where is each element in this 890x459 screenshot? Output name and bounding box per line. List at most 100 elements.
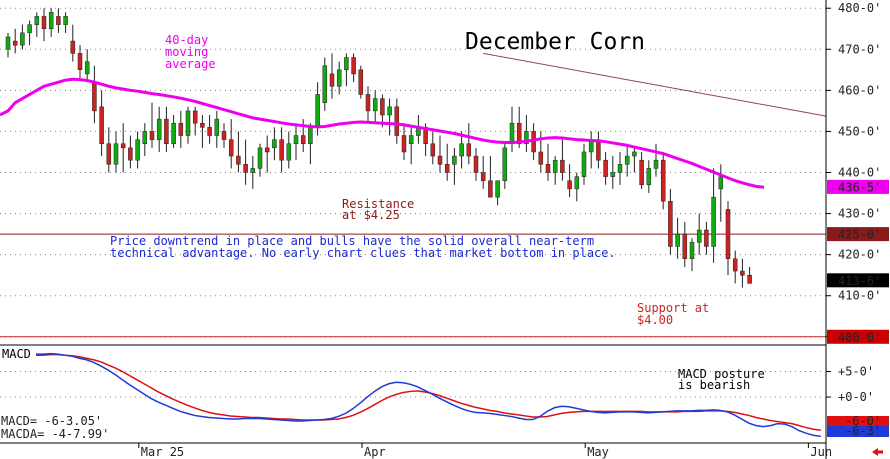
price-markers: 436-5' 425-0' 413-6' 400-0' — [827, 179, 889, 344]
candle-body — [740, 270, 745, 276]
candle-body — [696, 229, 702, 243]
candle-body — [228, 139, 234, 157]
x-tick-label: Mar 25 — [141, 445, 184, 459]
candle-body — [70, 40, 76, 54]
macd-series — [36, 352, 821, 438]
resistance-label-line: Resistance — [342, 197, 414, 211]
candle-body — [387, 106, 392, 116]
candle-body — [329, 73, 335, 87]
candle-body — [315, 94, 320, 128]
candle-body — [164, 118, 169, 144]
candle-body — [344, 57, 349, 71]
candle-body — [516, 122, 522, 145]
macd-end-marker-label: -6-0' — [845, 414, 881, 428]
x-tick-label: Jun — [810, 445, 832, 459]
candle-body — [653, 159, 659, 169]
price-tick-label: 430-0' — [838, 207, 881, 221]
price-marker-box — [827, 179, 889, 194]
candle-body — [372, 98, 378, 112]
moving-average-series — [0, 77, 765, 189]
candle-body — [444, 164, 450, 173]
price-tick-label: 410-0' — [838, 289, 881, 303]
candle-body — [77, 53, 83, 71]
price-marker-box — [827, 329, 889, 344]
macd-tick-label: +5-0' — [838, 365, 874, 379]
candle-body — [380, 98, 385, 116]
candle-body — [128, 147, 133, 161]
downtrend-line — [483, 52, 827, 117]
candle-body — [394, 106, 400, 136]
candle-body — [466, 143, 472, 157]
candle-body — [732, 258, 738, 272]
candle-body — [725, 209, 731, 259]
macd-tick-label: +0-0' — [838, 390, 874, 404]
reference-lines — [0, 52, 827, 338]
candle-body — [250, 168, 256, 173]
price-tick-label: 470-0' — [838, 42, 881, 56]
support-label-line: Support at — [637, 301, 709, 315]
candle-body — [545, 164, 551, 173]
macd-panel-title: MACD — [2, 347, 31, 361]
candle-body — [12, 40, 18, 46]
candle-body — [596, 139, 601, 161]
price-marker-label: 436-5' — [838, 180, 881, 194]
support-label: Support at$4.00 — [637, 301, 709, 327]
candle-body — [336, 69, 342, 87]
candle-body — [574, 176, 580, 190]
candle-body — [293, 135, 299, 145]
candle-body — [300, 135, 306, 145]
candle-body — [524, 131, 529, 145]
candle-body — [5, 36, 11, 50]
candle-body — [624, 155, 630, 165]
candle-body — [214, 118, 220, 136]
candle-body — [495, 180, 500, 198]
candlestick-series — [5, 8, 752, 288]
macd-end-marker-label: -6-3' — [845, 424, 881, 438]
candle-body — [149, 131, 155, 140]
price-marker-label: 425-0' — [838, 228, 881, 242]
scroll-arrow-icon[interactable] — [872, 448, 883, 456]
candle-body — [308, 127, 313, 144]
macd-annotation-line: MACD posture — [678, 367, 765, 381]
candle-body — [459, 143, 464, 157]
candle-body — [560, 159, 565, 173]
candle-body — [408, 135, 414, 145]
candle-body — [286, 143, 292, 161]
price-tick-label: 460-0' — [838, 83, 881, 97]
macd-readouts: MACD= -6-3.05'MACDA= -4-7.99' — [0, 413, 128, 443]
candle-body — [473, 155, 479, 173]
macd-readout: MACD= -6-3.05' — [1, 414, 102, 428]
candle-body — [639, 159, 644, 186]
candle-body — [207, 127, 212, 136]
candle-body — [322, 65, 328, 103]
candle-body — [488, 180, 493, 198]
candle-body — [236, 155, 241, 165]
candle-body — [603, 159, 608, 177]
candle-body — [437, 155, 443, 165]
candle-body — [718, 176, 724, 190]
candle-body — [509, 122, 515, 145]
macd-end-marker-box — [827, 416, 889, 427]
chart-title: December Corn — [465, 29, 645, 55]
price-tick-label: 420-0' — [838, 248, 881, 262]
candle-body — [178, 122, 184, 136]
candle-body — [632, 151, 637, 157]
candle-body — [675, 233, 680, 247]
candle-body — [41, 16, 47, 29]
resistance-label-line: at $4.25 — [342, 208, 400, 222]
candle-body — [142, 131, 148, 145]
candle-body — [502, 147, 508, 181]
moving-average-label-line: average — [165, 57, 216, 71]
candle-body — [20, 32, 25, 46]
candle-body — [365, 94, 371, 112]
candle-body — [272, 139, 277, 149]
candle-body — [711, 196, 716, 247]
candle-body — [56, 16, 61, 25]
price-tick-label: 450-0' — [838, 124, 881, 138]
candle-body — [48, 12, 54, 29]
price-annotation: Price downtrend in place and bulls have … — [110, 234, 616, 260]
price-annotation-line: technical advantage. No early chart clue… — [110, 246, 616, 260]
